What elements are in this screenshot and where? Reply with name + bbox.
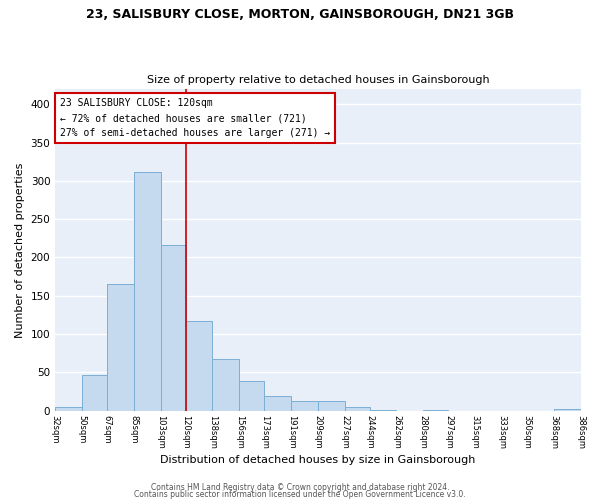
- Bar: [161, 245, 186, 410]
- Bar: [554, 409, 581, 410]
- Bar: [107, 284, 134, 410]
- Bar: [318, 402, 344, 410]
- Text: Contains HM Land Registry data © Crown copyright and database right 2024.: Contains HM Land Registry data © Crown c…: [151, 484, 449, 492]
- Bar: [239, 382, 265, 410]
- Y-axis label: Number of detached properties: Number of detached properties: [15, 162, 25, 338]
- Bar: [186, 321, 212, 410]
- Bar: [212, 358, 239, 410]
- X-axis label: Distribution of detached houses by size in Gainsborough: Distribution of detached houses by size …: [160, 455, 476, 465]
- Title: Size of property relative to detached houses in Gainsborough: Size of property relative to detached ho…: [146, 76, 489, 86]
- Bar: [55, 407, 82, 410]
- Bar: [265, 396, 291, 410]
- Text: 23, SALISBURY CLOSE, MORTON, GAINSBOROUGH, DN21 3GB: 23, SALISBURY CLOSE, MORTON, GAINSBOROUG…: [86, 8, 514, 20]
- Bar: [344, 407, 370, 410]
- Bar: [82, 376, 107, 410]
- Bar: [134, 172, 161, 410]
- Text: Contains public sector information licensed under the Open Government Licence v3: Contains public sector information licen…: [134, 490, 466, 499]
- Text: 23 SALISBURY CLOSE: 120sqm
← 72% of detached houses are smaller (721)
27% of sem: 23 SALISBURY CLOSE: 120sqm ← 72% of deta…: [59, 98, 330, 138]
- Bar: [291, 402, 318, 410]
